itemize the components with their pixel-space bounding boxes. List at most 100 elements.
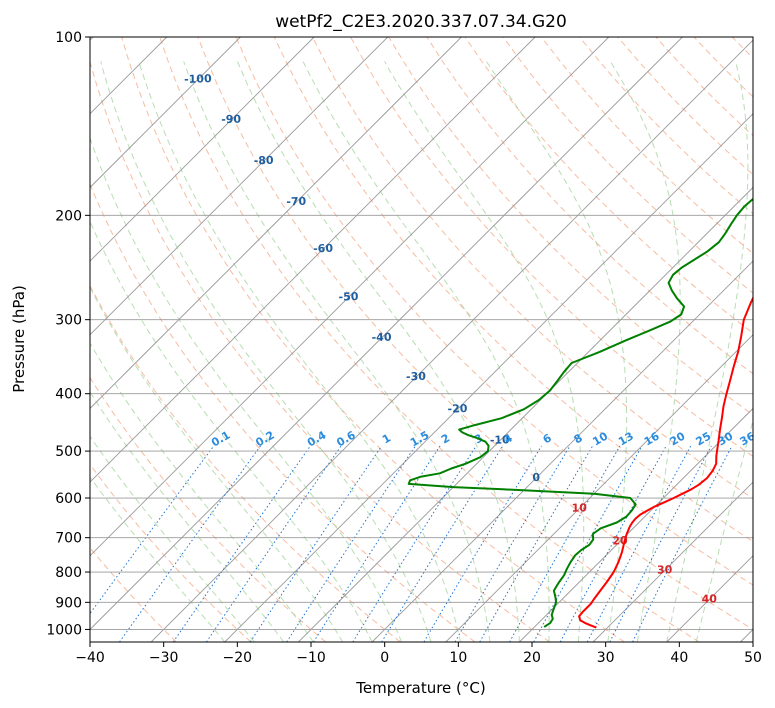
mixing-ratio-label: 10 bbox=[590, 429, 610, 448]
isotherm-label: -40 bbox=[371, 331, 392, 345]
moist-adiabat bbox=[666, 61, 749, 642]
x-tick-label: 50 bbox=[744, 650, 762, 666]
moist-adiabat bbox=[90, 220, 373, 642]
mixing-ratio-line bbox=[609, 445, 712, 642]
mixing-ratio-line bbox=[90, 445, 215, 615]
isotherm-label: -90 bbox=[221, 113, 242, 127]
mixing-ratio-label: 25 bbox=[693, 430, 713, 449]
temperature-profile bbox=[578, 295, 753, 629]
x-tick-label: 30 bbox=[597, 650, 615, 666]
isotherm bbox=[90, 37, 683, 631]
dry-adiabat bbox=[311, 37, 753, 500]
dry-adiabat bbox=[388, 37, 753, 416]
mixing-ratio-label: 1 bbox=[380, 431, 393, 446]
x-tick-label: −10 bbox=[296, 650, 326, 666]
mixing-ratio-line bbox=[533, 445, 643, 642]
mixing-ratio-line bbox=[313, 445, 441, 642]
x-tick-label: −30 bbox=[149, 650, 179, 666]
moist-adiabat bbox=[302, 61, 550, 642]
dry-adiabat bbox=[197, 37, 753, 630]
moist-adiabat bbox=[486, 61, 628, 642]
moist-adiabat bbox=[138, 61, 461, 642]
isotherm-label: -80 bbox=[254, 154, 275, 168]
moist-adiabat bbox=[237, 61, 520, 642]
y-tick-label: 800 bbox=[55, 565, 82, 581]
dry-adiabat bbox=[159, 37, 700, 642]
moist-adiabat bbox=[695, 418, 753, 642]
isotherm bbox=[90, 37, 610, 557]
dry-adiabat bbox=[350, 37, 753, 458]
mixing-ratio-line bbox=[509, 445, 621, 642]
mixing-ratio-label: 0.6 bbox=[334, 428, 358, 449]
mixing-ratio-line bbox=[381, 445, 504, 642]
isotherm-label: -20 bbox=[447, 402, 468, 416]
dry-adiabat bbox=[655, 37, 753, 137]
mixing-ratio-line bbox=[423, 445, 542, 642]
mixing-ratio-line bbox=[172, 445, 311, 642]
isotherm bbox=[445, 334, 753, 642]
mixing-ratio-line bbox=[249, 445, 383, 642]
moist-adiabat bbox=[90, 476, 226, 642]
dry-adiabat bbox=[235, 37, 753, 586]
isotherm bbox=[90, 37, 536, 483]
x-tick-label: 0 bbox=[380, 650, 389, 666]
y-tick-label: 400 bbox=[55, 387, 82, 403]
y-tick-label: 1000 bbox=[46, 622, 82, 638]
isotherm-label: 30 bbox=[657, 563, 673, 576]
y-tick-label: 500 bbox=[55, 444, 82, 460]
isotherm-label: -30 bbox=[406, 370, 427, 384]
moist-adiabat bbox=[610, 61, 681, 642]
mixing-ratio-line bbox=[119, 445, 261, 642]
isotherm bbox=[666, 555, 753, 642]
isotherm bbox=[90, 37, 389, 336]
isotherm-label: 40 bbox=[701, 592, 717, 605]
mixing-ratio-label: 13 bbox=[616, 430, 636, 449]
mixing-ratio-label: 16 bbox=[642, 429, 662, 448]
x-axis-label: Temperature (°C) bbox=[355, 679, 485, 697]
dry-adiabat bbox=[617, 37, 753, 176]
isotherm bbox=[519, 407, 753, 642]
chart-title: wetPf2_C2E3.2020.337.07.34.G20 bbox=[275, 12, 567, 32]
x-tick-label: 10 bbox=[449, 650, 467, 666]
moist-adiabat bbox=[100, 61, 432, 642]
mixing-ratio-label: 36 bbox=[738, 429, 758, 448]
isotherm-label: -10 bbox=[490, 433, 511, 447]
dry-adiabat bbox=[90, 60, 551, 642]
moist-adiabat bbox=[90, 391, 285, 642]
dry-adiabat bbox=[770, 37, 775, 642]
isotherm-label: -70 bbox=[286, 195, 307, 209]
dry-adiabat bbox=[90, 182, 476, 642]
y-tick-label: 600 bbox=[55, 491, 82, 507]
y-tick-label: 300 bbox=[55, 313, 82, 329]
y-tick-label: 900 bbox=[55, 595, 82, 611]
mixing-ratio-line bbox=[454, 445, 571, 642]
isotherm bbox=[371, 260, 753, 642]
mixing-ratio-line bbox=[352, 445, 477, 642]
x-tick-label: −20 bbox=[223, 650, 253, 666]
moist-adiabat bbox=[90, 136, 403, 642]
dry-adiabat bbox=[90, 376, 327, 642]
mixing-ratio-line bbox=[205, 445, 342, 642]
mixing-ratio-line bbox=[286, 445, 416, 642]
mixing-ratio-label: 1.5 bbox=[408, 428, 431, 449]
dry-adiabat bbox=[464, 37, 753, 334]
y-tick-label: 200 bbox=[55, 208, 82, 224]
moist-adiabat bbox=[183, 61, 491, 642]
moist-adiabat bbox=[90, 342, 314, 642]
mixing-ratio-label: 8 bbox=[572, 431, 585, 446]
isotherm-label: -100 bbox=[184, 72, 212, 86]
mixing-ratio-label: 0.1 bbox=[209, 428, 232, 449]
mixing-ratio-line bbox=[586, 445, 692, 642]
isotherm bbox=[90, 37, 315, 262]
isotherm bbox=[150, 39, 753, 642]
plot-frame bbox=[89, 36, 754, 643]
mixing-ratio-label: 2 bbox=[439, 431, 452, 446]
isotherm-label: 10 bbox=[571, 501, 587, 514]
dry-adiabat bbox=[273, 37, 753, 543]
isotherm bbox=[740, 628, 753, 642]
isotherm bbox=[90, 37, 462, 410]
isotherm bbox=[298, 186, 753, 642]
dry-adiabat bbox=[502, 37, 753, 294]
isotherm-label: -50 bbox=[338, 290, 359, 304]
